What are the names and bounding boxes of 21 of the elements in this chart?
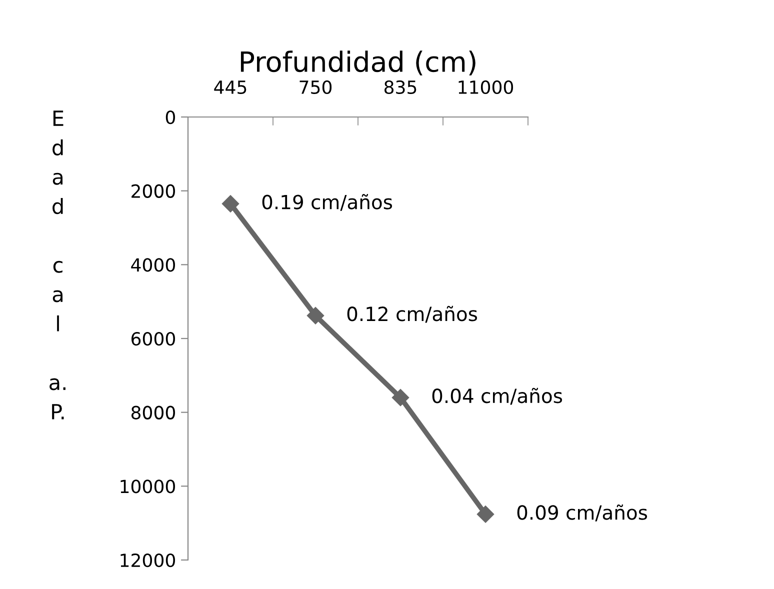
annotation: 0.12 cm/años (347, 306, 478, 323)
annotation: 0.19 cm/años (262, 194, 392, 211)
y-tick-label: 8000 (131, 406, 175, 420)
x-tick-label: 11000 (458, 80, 514, 94)
y-tick-label: 4000 (131, 258, 175, 272)
x-axis-title: Profundidad (cm) (240, 50, 476, 76)
point (222, 195, 240, 212)
annotation: 0.09 cm/años (517, 504, 648, 522)
x-tick-label: 445 (214, 80, 246, 94)
text: Edad cal a. P. (50, 110, 66, 420)
y-tick-label: 0 (166, 110, 175, 124)
x-tick-label: 835 (384, 80, 416, 94)
y-tick-label: 2000 (132, 184, 175, 198)
annotation: 0.04 cm/años (432, 388, 562, 405)
point (392, 389, 410, 406)
y-tick-label: 12000 (120, 553, 175, 568)
y-tick-label: 10000 (120, 480, 175, 494)
x-tick-label: 750 (300, 80, 332, 94)
point (476, 506, 494, 523)
y-tick-label: 6000 (132, 332, 175, 346)
point (306, 307, 324, 324)
